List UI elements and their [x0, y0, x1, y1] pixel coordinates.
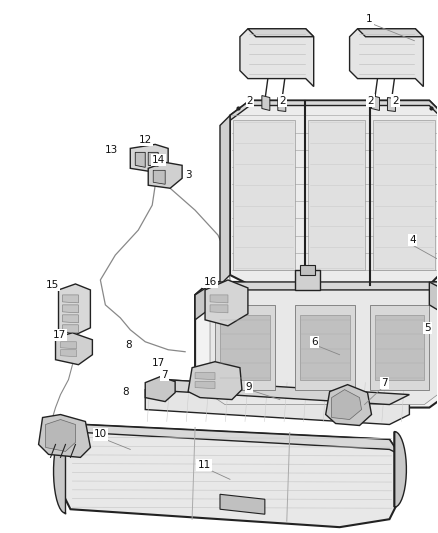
- Text: 10: 10: [94, 430, 107, 440]
- Text: 7: 7: [381, 378, 388, 387]
- Polygon shape: [395, 432, 406, 507]
- Text: 2: 2: [247, 95, 253, 106]
- Text: 4: 4: [409, 235, 416, 245]
- Polygon shape: [153, 171, 165, 184]
- Polygon shape: [370, 305, 429, 390]
- Polygon shape: [326, 385, 371, 425]
- Polygon shape: [60, 342, 77, 349]
- Polygon shape: [60, 350, 77, 357]
- Polygon shape: [308, 120, 364, 270]
- Polygon shape: [195, 282, 438, 295]
- Polygon shape: [215, 305, 275, 390]
- Text: 14: 14: [152, 155, 165, 165]
- Polygon shape: [220, 494, 265, 514]
- Text: 2: 2: [367, 95, 374, 106]
- Polygon shape: [145, 379, 410, 424]
- Polygon shape: [248, 29, 314, 37]
- Polygon shape: [388, 98, 396, 111]
- Text: 5: 5: [424, 323, 431, 333]
- Polygon shape: [195, 382, 215, 389]
- Polygon shape: [39, 415, 90, 457]
- Text: 3: 3: [185, 170, 191, 180]
- Polygon shape: [240, 29, 314, 86]
- Polygon shape: [205, 280, 248, 326]
- Text: 11: 11: [198, 461, 211, 470]
- Polygon shape: [357, 29, 424, 37]
- Polygon shape: [148, 152, 158, 166]
- Polygon shape: [278, 98, 286, 111]
- Polygon shape: [60, 424, 399, 527]
- Polygon shape: [59, 284, 90, 335]
- Polygon shape: [295, 270, 320, 290]
- Polygon shape: [195, 282, 215, 320]
- Polygon shape: [300, 265, 314, 275]
- Polygon shape: [350, 29, 424, 86]
- Text: 7: 7: [161, 370, 167, 379]
- Polygon shape: [230, 101, 438, 285]
- Text: 2: 2: [392, 95, 399, 106]
- Polygon shape: [63, 295, 78, 303]
- Text: 17: 17: [152, 358, 165, 368]
- Polygon shape: [300, 315, 350, 379]
- Polygon shape: [372, 120, 435, 270]
- Polygon shape: [374, 315, 424, 379]
- Polygon shape: [220, 315, 270, 379]
- Text: 16: 16: [203, 277, 217, 287]
- Text: 13: 13: [105, 146, 118, 155]
- Text: 1: 1: [366, 14, 373, 24]
- Polygon shape: [295, 305, 355, 390]
- Polygon shape: [145, 379, 410, 405]
- Polygon shape: [66, 424, 399, 455]
- Polygon shape: [195, 373, 215, 379]
- Text: 15: 15: [46, 280, 59, 290]
- Polygon shape: [135, 152, 145, 167]
- Polygon shape: [130, 144, 168, 172]
- Polygon shape: [56, 333, 92, 365]
- Polygon shape: [262, 95, 270, 110]
- Text: 8: 8: [125, 340, 131, 350]
- Text: 6: 6: [311, 337, 318, 347]
- Polygon shape: [429, 282, 438, 320]
- Text: 12: 12: [138, 135, 152, 146]
- Text: 2: 2: [279, 95, 286, 106]
- Polygon shape: [63, 325, 78, 333]
- Polygon shape: [63, 305, 78, 313]
- Polygon shape: [210, 305, 228, 313]
- Polygon shape: [188, 362, 242, 400]
- Polygon shape: [230, 101, 438, 120]
- Polygon shape: [145, 377, 175, 401]
- Polygon shape: [63, 315, 78, 323]
- Polygon shape: [46, 419, 75, 451]
- Polygon shape: [148, 163, 182, 188]
- Text: 8: 8: [122, 386, 129, 397]
- Polygon shape: [371, 95, 379, 110]
- Polygon shape: [233, 120, 295, 270]
- Text: 9: 9: [246, 382, 252, 392]
- Polygon shape: [53, 430, 66, 514]
- Polygon shape: [332, 390, 361, 419]
- Polygon shape: [220, 116, 230, 285]
- Polygon shape: [195, 282, 438, 408]
- Polygon shape: [210, 288, 438, 405]
- Polygon shape: [210, 295, 228, 303]
- Text: 17: 17: [53, 330, 66, 340]
